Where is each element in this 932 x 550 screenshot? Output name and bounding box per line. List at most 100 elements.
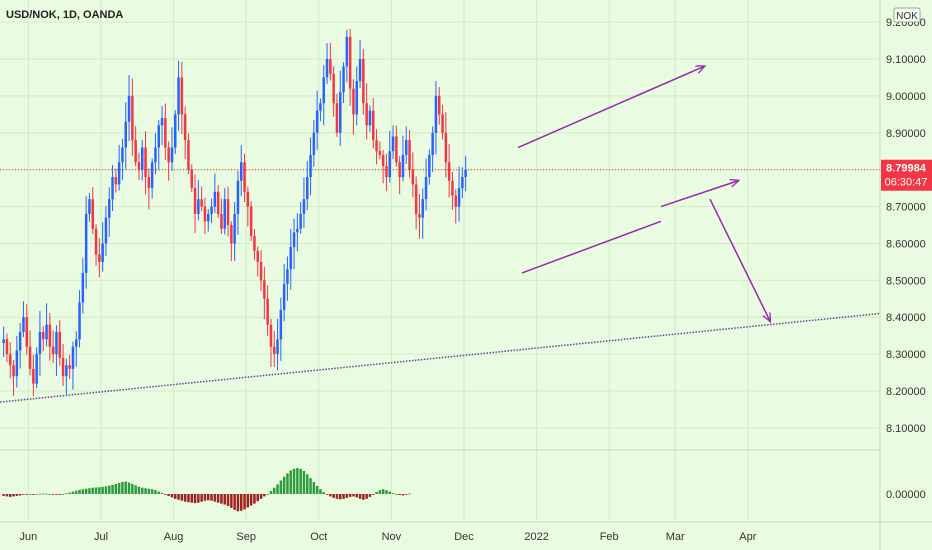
- candle-43[interactable]: [144, 131, 147, 195]
- candle-29[interactable]: [98, 238, 101, 278]
- candle-86[interactable]: [286, 256, 289, 301]
- candle-15[interactable]: [51, 330, 55, 363]
- candle-5[interactable]: [18, 323, 22, 369]
- candle-10[interactable]: [35, 347, 38, 389]
- candle-47[interactable]: [157, 120, 161, 170]
- candle-52[interactable]: [174, 110, 177, 155]
- candle-37[interactable]: [124, 102, 128, 170]
- candle-51[interactable]: [170, 127, 174, 171]
- candle-56[interactable]: [187, 133, 190, 175]
- candle-26[interactable]: [88, 192, 91, 222]
- candle-130[interactable]: [431, 126, 434, 172]
- candle-12[interactable]: [42, 326, 45, 352]
- candle-102[interactable]: [339, 70, 342, 146]
- candle-95[interactable]: [315, 90, 319, 150]
- candle-39[interactable]: [131, 78, 134, 156]
- candle-75[interactable]: [249, 201, 253, 242]
- candle-107[interactable]: [355, 66, 359, 126]
- candle-85[interactable]: [282, 263, 286, 322]
- candle-23[interactable]: [78, 290, 81, 348]
- candle-63[interactable]: [210, 198, 213, 224]
- candle-132[interactable]: [438, 87, 441, 125]
- time-axis[interactable]: Jun Jul Aug Sep Oct Nov Dec 2022 Feb Mar Apr: [20, 531, 757, 543]
- candle-121[interactable]: [401, 135, 405, 182]
- candle-54[interactable]: [180, 61, 184, 135]
- candle-123[interactable]: [408, 130, 411, 178]
- candle-1[interactable]: [5, 333, 9, 363]
- candle-134[interactable]: [444, 112, 448, 178]
- candle-16[interactable]: [55, 325, 58, 376]
- candle-124[interactable]: [411, 152, 415, 198]
- candle-113[interactable]: [375, 129, 378, 165]
- candle-88[interactable]: [292, 218, 296, 270]
- candle-6[interactable]: [22, 301, 25, 338]
- candle-28[interactable]: [94, 224, 98, 266]
- candle-126[interactable]: [418, 193, 421, 239]
- candle-44[interactable]: [147, 168, 151, 210]
- candle-109[interactable]: [362, 48, 365, 115]
- candle-116[interactable]: [385, 153, 388, 191]
- candle-57[interactable]: [190, 164, 194, 193]
- candle-24[interactable]: [81, 258, 85, 314]
- candle-4[interactable]: [15, 335, 19, 388]
- candle-42[interactable]: [141, 139, 144, 181]
- candle-103[interactable]: [342, 62, 345, 104]
- candle-97[interactable]: [322, 65, 326, 126]
- candle-69[interactable]: [230, 221, 233, 262]
- candle-106[interactable]: [352, 79, 355, 135]
- candle-61[interactable]: [203, 197, 207, 235]
- candle-18[interactable]: [61, 344, 65, 387]
- candle-33[interactable]: [111, 165, 114, 211]
- candle-41[interactable]: [137, 152, 141, 180]
- candle-50[interactable]: [167, 141, 170, 181]
- candle-89[interactable]: [296, 213, 299, 252]
- candle-64[interactable]: [213, 173, 217, 213]
- candle-17[interactable]: [58, 320, 62, 366]
- candle-115[interactable]: [381, 150, 385, 184]
- candle-31[interactable]: [104, 205, 108, 257]
- candle-73[interactable]: [243, 153, 246, 203]
- candle-101[interactable]: [335, 93, 339, 137]
- candle-70[interactable]: [233, 201, 236, 261]
- candle-111[interactable]: [368, 105, 372, 133]
- candle-0[interactable]: [2, 326, 5, 358]
- candle-22[interactable]: [75, 331, 78, 367]
- candle-131[interactable]: [434, 81, 438, 155]
- candle-135[interactable]: [447, 144, 451, 198]
- candle-108[interactable]: [358, 40, 362, 89]
- candle-2[interactable]: [9, 342, 12, 379]
- candle-78[interactable]: [259, 250, 263, 291]
- candle-8[interactable]: [28, 330, 32, 376]
- candle-117[interactable]: [388, 130, 392, 183]
- candle-65[interactable]: [216, 185, 220, 218]
- candle-3[interactable]: [12, 360, 15, 397]
- candle-136[interactable]: [451, 171, 454, 210]
- candle-128[interactable]: [424, 158, 428, 211]
- candle-66[interactable]: [220, 198, 223, 234]
- candle-55[interactable]: [183, 106, 187, 160]
- candle-80[interactable]: [266, 285, 269, 337]
- candle-68[interactable]: [226, 186, 230, 237]
- candle-125[interactable]: [414, 176, 418, 230]
- candle-77[interactable]: [256, 246, 260, 277]
- candle-87[interactable]: [289, 228, 293, 290]
- candle-119[interactable]: [395, 125, 398, 167]
- candle-45[interactable]: [150, 158, 154, 199]
- candle-140[interactable]: [464, 155, 467, 192]
- candle-110[interactable]: [365, 83, 368, 140]
- candle-72[interactable]: [240, 145, 243, 197]
- candle-34[interactable]: [114, 168, 118, 193]
- candle-129[interactable]: [428, 149, 431, 185]
- candle-133[interactable]: [441, 104, 444, 140]
- candle-82[interactable]: [273, 330, 276, 367]
- candle-7[interactable]: [25, 304, 29, 355]
- candle-96[interactable]: [319, 98, 322, 122]
- candle-74[interactable]: [246, 186, 250, 227]
- candle-53[interactable]: [177, 60, 180, 131]
- candle-38[interactable]: [127, 75, 131, 142]
- candle-46[interactable]: [154, 133, 157, 175]
- candle-27[interactable]: [91, 187, 95, 235]
- candle-83[interactable]: [276, 318, 279, 371]
- candle-92[interactable]: [306, 161, 309, 211]
- candle-84[interactable]: [279, 297, 283, 361]
